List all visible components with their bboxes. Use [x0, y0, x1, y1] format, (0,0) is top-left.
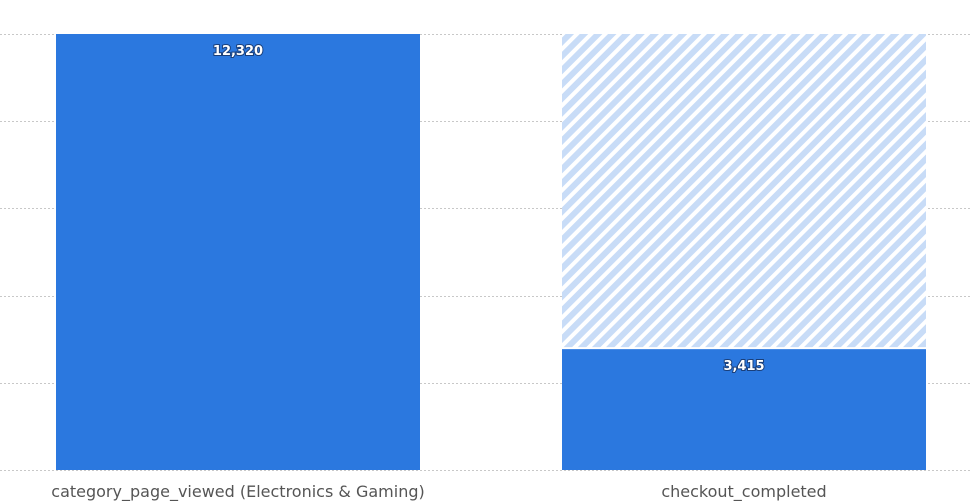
labels: 12,320 category_page_viewed (Electronics …: [51, 43, 826, 502]
dropoff-bar-checkout_completed[interactable]: [562, 34, 926, 350]
bars: [56, 34, 926, 470]
data-label: 3,415: [723, 359, 764, 374]
x-tick-label: category_page_viewed (Electronics & Gami…: [51, 482, 424, 502]
x-tick-label: checkout_completed: [661, 482, 826, 502]
bar-checkout_completed[interactable]: [562, 349, 926, 470]
data-label: 12,320: [213, 44, 263, 59]
bar-category_page_viewed[interactable]: [56, 34, 420, 470]
